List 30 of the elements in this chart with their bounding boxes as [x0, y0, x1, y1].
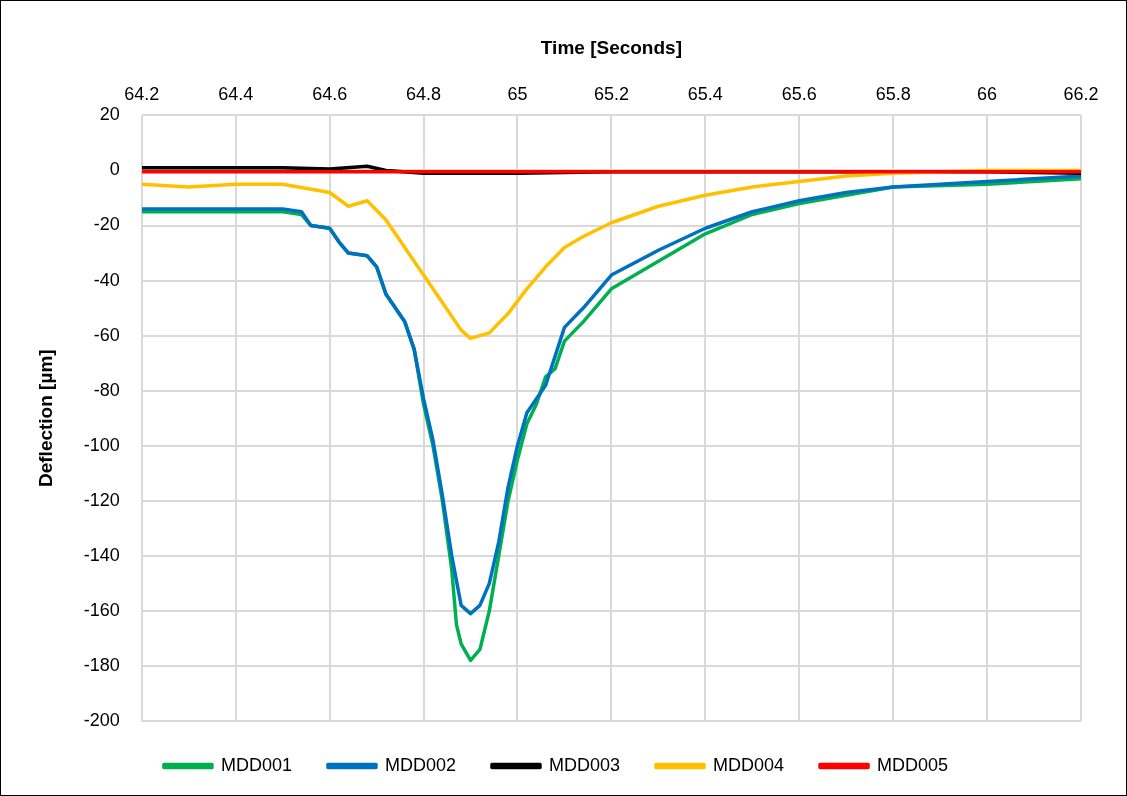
x-axis-title: Time [Seconds] [540, 36, 682, 58]
x-tick-label: 66 [977, 83, 998, 104]
x-tick-label: 65 [507, 83, 528, 104]
y-tick-label: -40 [93, 269, 120, 290]
x-tick-label: 64.8 [406, 83, 442, 104]
legend-label: MDD001 [220, 754, 292, 775]
x-tick-label: 65.8 [875, 83, 911, 104]
y-tick-label: -200 [83, 709, 120, 730]
y-tick-label: -80 [93, 379, 120, 400]
y-tick-label: -160 [83, 599, 120, 620]
y-tick-label: -20 [93, 214, 120, 235]
y-axis-title: Deflection [µm] [34, 349, 56, 488]
y-tick-label: -180 [83, 654, 120, 675]
legend-label: MDD004 [713, 754, 785, 775]
x-tick-label: 64.2 [124, 83, 160, 104]
y-tick-label: -100 [83, 434, 120, 455]
y-tick-label: 0 [109, 159, 120, 180]
y-tick-label: -140 [83, 544, 120, 565]
y-tick-label: 20 [99, 104, 120, 125]
legend-label: MDD003 [548, 754, 621, 775]
x-tick-label: 65.2 [593, 83, 629, 104]
x-tick-label: 65.4 [687, 83, 723, 104]
legend-label: MDD002 [384, 754, 456, 775]
x-tick-label: 65.6 [781, 83, 817, 104]
legend-label: MDD005 [877, 754, 949, 775]
x-tick-label: 64.4 [218, 83, 254, 104]
x-tick-label: 64.6 [312, 83, 348, 104]
x-tick-label: 66.2 [1063, 83, 1099, 104]
y-tick-label: -60 [93, 324, 120, 345]
y-tick-label: -120 [83, 489, 120, 510]
